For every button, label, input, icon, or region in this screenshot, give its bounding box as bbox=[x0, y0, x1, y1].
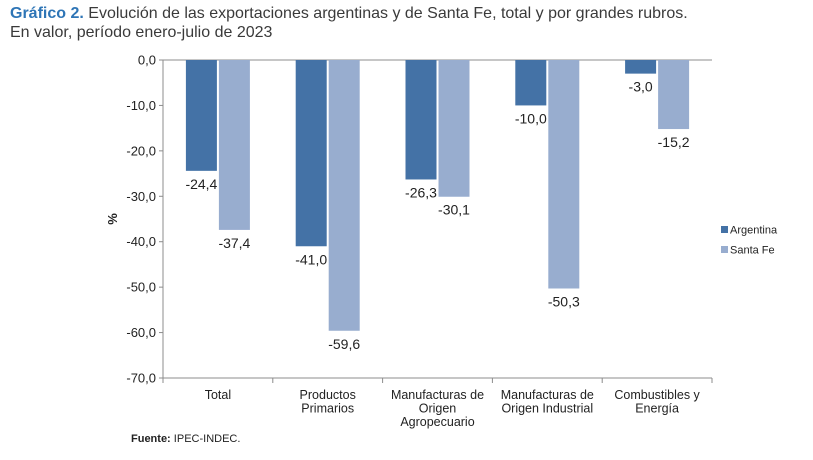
bar-argentina bbox=[185, 60, 217, 171]
legend-swatch-santa-fe bbox=[721, 246, 728, 253]
bar-santa-fe bbox=[218, 60, 250, 230]
x-category-label: Agropecuario bbox=[400, 415, 474, 429]
y-tick-label: -40,0 bbox=[126, 234, 156, 249]
legend-swatch-argentina bbox=[721, 226, 728, 233]
y-tick-label: -10,0 bbox=[126, 98, 156, 113]
y-tick-label: -60,0 bbox=[126, 325, 156, 340]
y-tick-label: -70,0 bbox=[126, 371, 156, 386]
data-label-argentina: -26,3 bbox=[405, 184, 437, 200]
bar-argentina bbox=[295, 60, 327, 247]
bar-santa-fe bbox=[658, 60, 690, 130]
data-label-santa-fe: -59,6 bbox=[328, 336, 360, 352]
data-label-santa-fe: -37,4 bbox=[218, 235, 250, 251]
x-category-label: Total bbox=[205, 388, 231, 402]
x-category-label: Manufacturas de bbox=[391, 388, 484, 402]
x-category-label: Combustibles y bbox=[614, 388, 700, 402]
x-category-label: Energía bbox=[635, 402, 679, 416]
bar-argentina bbox=[515, 60, 547, 106]
y-axis-title: % bbox=[105, 213, 120, 225]
title-text: Evolución de las exportaciones argentina… bbox=[88, 5, 688, 22]
source-label: Fuente: bbox=[131, 433, 171, 445]
data-label-santa-fe: -50,3 bbox=[548, 294, 580, 310]
data-label-argentina: -24,4 bbox=[185, 176, 217, 192]
data-label-argentina: -10,0 bbox=[515, 110, 547, 126]
y-tick-label: -50,0 bbox=[126, 280, 156, 295]
y-tick-label: 0,0 bbox=[138, 53, 156, 68]
x-category-label: Productos bbox=[300, 388, 356, 402]
data-label-santa-fe: -30,1 bbox=[438, 202, 470, 218]
source-text: IPEC-INDEC. bbox=[173, 433, 241, 445]
bar-santa-fe bbox=[438, 60, 470, 197]
source-note: Fuente: IPEC-INDEC. bbox=[131, 433, 240, 445]
figure-label: Gráfico 2. bbox=[10, 5, 84, 22]
bar-santa-fe bbox=[328, 60, 360, 331]
legend-label-argentina: Argentina bbox=[730, 225, 778, 237]
bar-argentina bbox=[405, 60, 437, 180]
x-category-label: Primarios bbox=[301, 402, 354, 416]
legend-label-santa-fe: Santa Fe bbox=[730, 245, 775, 257]
y-tick-label: -20,0 bbox=[126, 143, 156, 158]
x-category-label: Origen Industrial bbox=[501, 402, 593, 416]
y-tick-label: -30,0 bbox=[126, 189, 156, 204]
chart-title: Gráfico 2. Evolución de las exportacione… bbox=[10, 4, 805, 42]
data-label-argentina: -3,0 bbox=[629, 79, 653, 95]
data-label-santa-fe: -15,2 bbox=[658, 134, 690, 150]
bar-argentina bbox=[625, 60, 657, 74]
x-category-label: Manufacturas de bbox=[501, 388, 594, 402]
x-category-label: Origen bbox=[419, 402, 457, 416]
subtitle-text: En valor, período enero-julio de 2023 bbox=[10, 24, 273, 41]
bar-santa-fe bbox=[548, 60, 580, 289]
data-label-argentina: -41,0 bbox=[295, 251, 327, 267]
